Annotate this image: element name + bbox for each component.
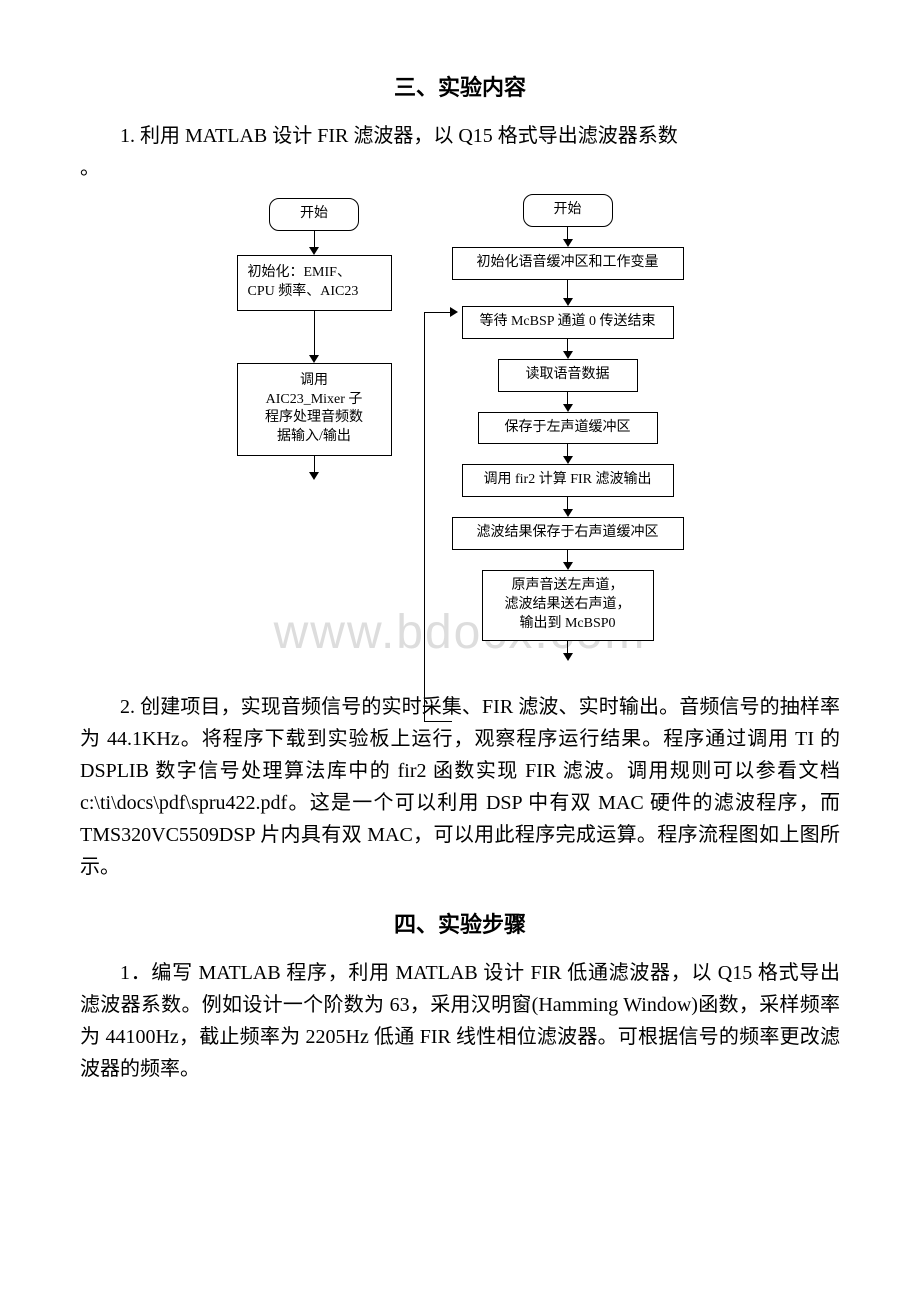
arrow-down-icon — [309, 472, 319, 480]
arrow-down-icon — [563, 562, 573, 570]
section3-item1-tail: 。 — [80, 152, 840, 184]
flow-arrow — [567, 444, 568, 456]
arrow-down-icon — [563, 456, 573, 464]
flow-arrow — [567, 392, 568, 404]
flow-loop-line — [424, 312, 452, 722]
flow-left-call: 调用AIC23_Mixer 子程序处理音频数据输入/输出 — [237, 363, 392, 457]
flow-arrow — [314, 231, 315, 247]
flowchart-left: 开始 初始化：EMIF、CPU 频率、AIC23 调用AIC23_Mixer 子… — [237, 198, 392, 661]
section3-item1: 1. 利用 MATLAB 设计 FIR 滤波器，以 Q15 格式导出滤波器系数 — [80, 120, 840, 152]
arrow-down-icon — [563, 351, 573, 359]
flow-right-start: 开始 — [523, 194, 613, 227]
section3-title: 三、实验内容 — [80, 70, 840, 102]
section4-title: 四、实验步骤 — [80, 907, 840, 939]
flow-right-fir2: 调用 fir2 计算 FIR 滤波输出 — [462, 464, 674, 497]
flow-right-init: 初始化语音缓冲区和工作变量 — [452, 247, 684, 280]
flow-arrow — [567, 280, 568, 298]
flow-arrow — [314, 311, 315, 355]
arrow-down-icon — [563, 653, 573, 661]
flowchart-area: 开始 初始化：EMIF、CPU 频率、AIC23 调用AIC23_Mixer 子… — [80, 194, 840, 661]
flow-arrow — [567, 497, 568, 509]
arrow-down-icon — [309, 247, 319, 255]
flow-right-out: 原声音送左声道，滤波结果送右声道，输出到 McBSP0 — [482, 570, 654, 641]
flow-arrow — [567, 550, 568, 562]
arrow-down-icon — [563, 509, 573, 517]
flowchart-right: 开始 初始化语音缓冲区和工作变量 等待 McBSP 通道 0 传送结束 读取语音… — [452, 194, 684, 661]
flow-arrow — [567, 641, 568, 653]
flow-right-wait: 等待 McBSP 通道 0 传送结束 — [462, 306, 674, 339]
flow-arrow — [567, 339, 568, 351]
flow-right-saveR: 滤波结果保存于右声道缓冲区 — [452, 517, 684, 550]
flow-arrow — [567, 227, 568, 239]
arrow-down-icon — [563, 298, 573, 306]
flow-right-read: 读取语音数据 — [498, 359, 638, 392]
section4-item1: 1．编写 MATLAB 程序，利用 MATLAB 设计 FIR 低通滤波器，以 … — [80, 957, 840, 1085]
flow-arrow — [314, 456, 315, 472]
flow-left-init: 初始化：EMIF、CPU 频率、AIC23 — [237, 255, 392, 311]
arrow-down-icon — [563, 404, 573, 412]
arrow-down-icon — [309, 355, 319, 363]
flow-left-start: 开始 — [269, 198, 359, 231]
section3-item2: 2. 创建项目，实现音频信号的实时采集、FIR 滤波、实时输出。音频信号的抽样率… — [80, 691, 840, 883]
arrow-down-icon — [563, 239, 573, 247]
flow-right-saveL: 保存于左声道缓冲区 — [478, 412, 658, 445]
